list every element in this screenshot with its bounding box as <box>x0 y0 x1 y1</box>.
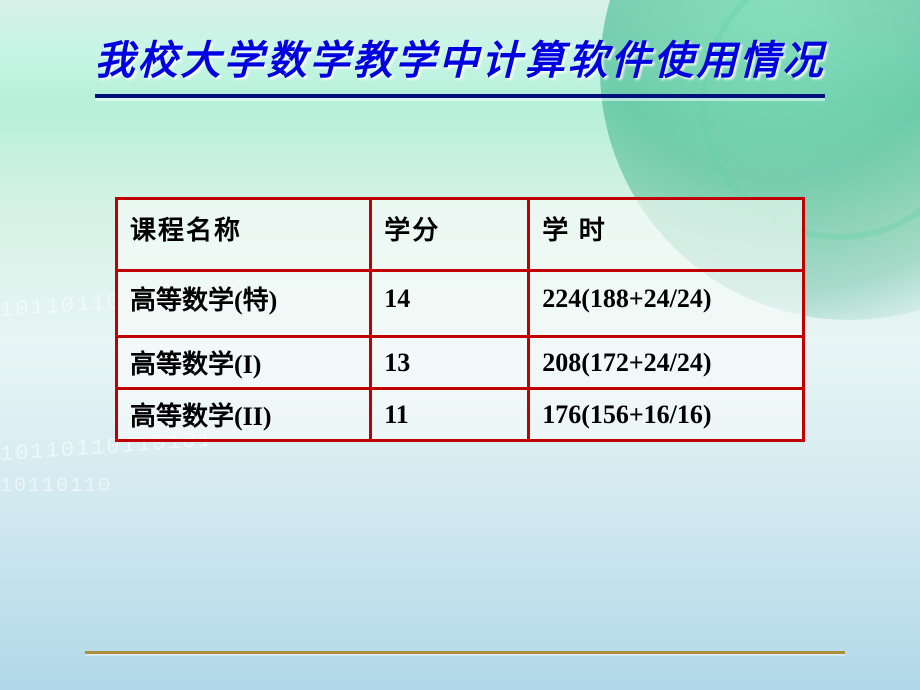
course-table: 课程名称 学分 学 时 高等数学(特) 14 224(188+24/24) 高等… <box>115 197 805 442</box>
cell-hours: 176(156+16/16) <box>529 389 804 441</box>
cell-credit: 13 <box>371 337 529 389</box>
col-header-name: 课程名称 <box>117 199 371 271</box>
binary-decor: 101101101101011011011 <box>0 475 110 498</box>
cell-name: 高等数学(II) <box>117 389 371 441</box>
table-header-row: 课程名称 学分 学 时 <box>117 199 804 271</box>
title-underline <box>95 94 825 98</box>
cell-hours: 224(188+24/24) <box>529 271 804 337</box>
page-title: 我校大学数学教学中计算软件使用情况 <box>0 28 920 86</box>
table-row: 高等数学(II) 11 176(156+16/16) <box>117 389 804 441</box>
cell-name: 高等数学(特) <box>117 271 371 337</box>
cell-hours: 208(172+24/24) <box>529 337 804 389</box>
table-row: 高等数学(特) 14 224(188+24/24) <box>117 271 804 337</box>
cell-credit: 11 <box>371 389 529 441</box>
course-table-wrap: 课程名称 学分 学 时 高等数学(特) 14 224(188+24/24) 高等… <box>115 197 805 442</box>
cell-name: 高等数学(I) <box>117 337 371 389</box>
col-header-hours: 学 时 <box>529 199 804 271</box>
table-row: 高等数学(I) 13 208(172+24/24) <box>117 337 804 389</box>
cell-credit: 14 <box>371 271 529 337</box>
col-header-credit: 学分 <box>371 199 529 271</box>
bottom-divider <box>85 651 845 654</box>
title-block: 我校大学数学教学中计算软件使用情况 <box>0 28 920 98</box>
